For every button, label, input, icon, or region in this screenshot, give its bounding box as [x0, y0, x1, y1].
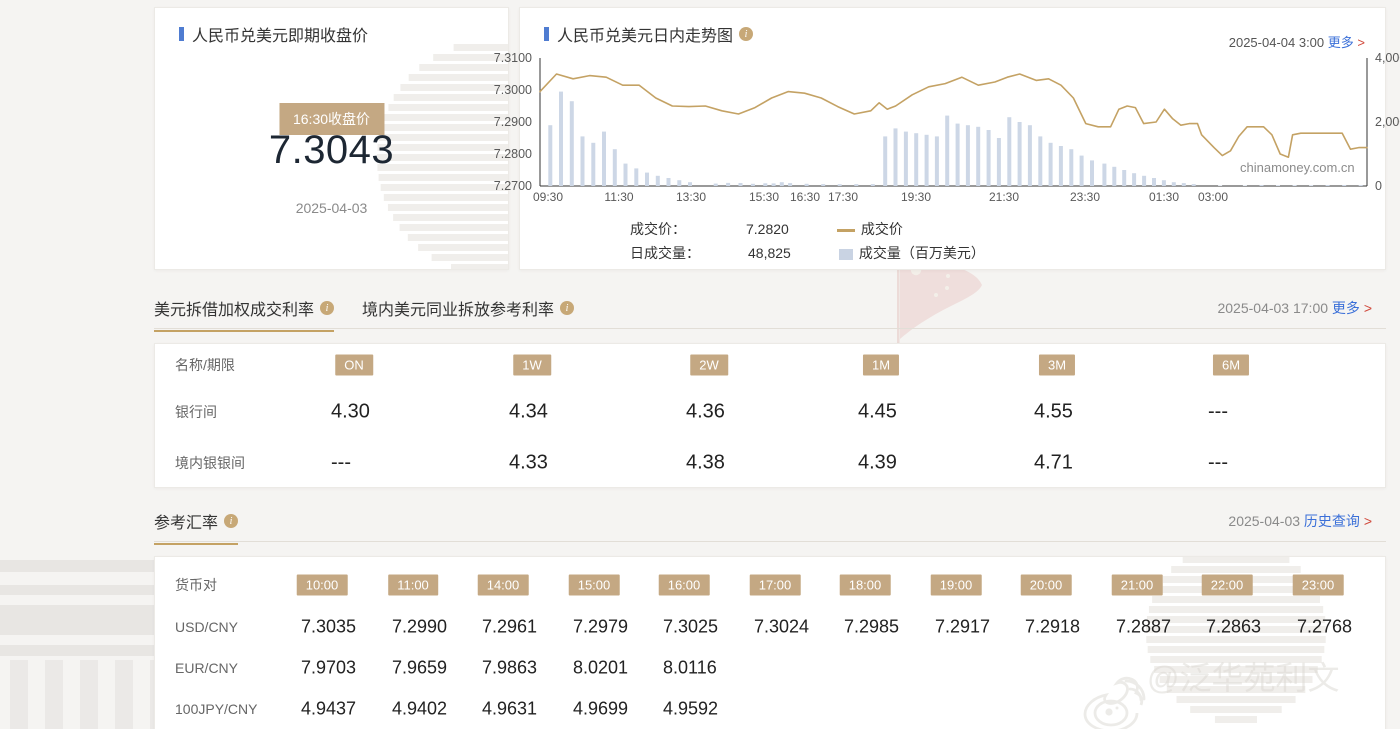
svg-text:03:00: 03:00: [1198, 190, 1228, 204]
svg-text:7.3100: 7.3100: [494, 51, 532, 65]
svg-text:7.2900: 7.2900: [494, 115, 532, 129]
svg-text:13:30: 13:30: [676, 190, 706, 204]
svg-text:17:30: 17:30: [828, 190, 858, 204]
svg-text:01:30: 01:30: [1149, 190, 1179, 204]
svg-text:21:30: 21:30: [989, 190, 1019, 204]
svg-text:7.2700: 7.2700: [494, 179, 532, 193]
svg-text:19:30: 19:30: [901, 190, 931, 204]
svg-text:7.3000: 7.3000: [494, 83, 532, 97]
svg-text:0: 0: [1375, 179, 1382, 193]
svg-text:chinamoney.com.cn: chinamoney.com.cn: [1240, 160, 1355, 175]
svg-text:11:30: 11:30: [604, 190, 633, 204]
svg-text:15:30: 15:30: [749, 190, 779, 204]
svg-text:23:30: 23:30: [1070, 190, 1100, 204]
svg-text:2,000: 2,000: [1375, 115, 1400, 129]
svg-text:09:30: 09:30: [533, 190, 563, 204]
svg-text:4,000: 4,000: [1375, 51, 1400, 65]
svg-text:7.2800: 7.2800: [494, 147, 532, 161]
svg-text:16:30: 16:30: [790, 190, 820, 204]
